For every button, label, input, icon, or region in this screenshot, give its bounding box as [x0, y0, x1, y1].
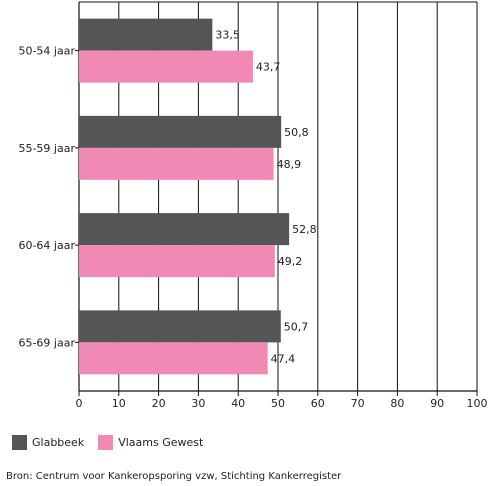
legend-swatch-glabbeek — [12, 434, 27, 450]
data-label-0-3: 50,7 — [284, 320, 309, 333]
x-tick-label-50: 50 — [271, 397, 285, 410]
bar-1-3 — [79, 342, 268, 375]
data-label-1-1: 48,9 — [277, 158, 302, 171]
x-tick-label-40: 40 — [231, 397, 245, 410]
data-label-0-0: 33,5 — [215, 29, 240, 42]
data-label-1-2: 49,2 — [278, 255, 303, 268]
x-tick-label-20: 20 — [152, 397, 166, 410]
x-tick-label-80: 80 — [390, 397, 404, 410]
data-label-1-0: 43,7 — [256, 61, 281, 74]
legend-item-vlaams-gewest: Vlaams Gewest — [98, 434, 204, 450]
legend-label-glabbeek: Glabbeek — [32, 435, 85, 449]
data-label-0-1: 50,8 — [284, 126, 309, 139]
legend-item-glabbeek: Glabbeek — [12, 434, 85, 450]
bar-0-3 — [79, 310, 281, 343]
data-label-1-3: 47,4 — [271, 352, 296, 365]
bar-1-1 — [79, 147, 274, 180]
x-tick-label-30: 30 — [191, 397, 205, 410]
bar-0-0 — [79, 18, 213, 51]
x-tick-label-100: 100 — [467, 397, 488, 410]
x-tick-label-0: 0 — [76, 397, 83, 410]
data-label-0-2: 52,8 — [292, 223, 317, 236]
y-tick-label-2: 60-64 jaar — [18, 239, 75, 252]
y-tick-label-0: 50-54 jaar — [18, 45, 75, 58]
x-tick-label-90: 90 — [430, 397, 444, 410]
x-tick-label-70: 70 — [351, 397, 365, 410]
x-tick-label-60: 60 — [311, 397, 325, 410]
bar-0-2 — [79, 213, 290, 246]
bar-0-1 — [79, 115, 282, 148]
bar-1-0 — [79, 50, 253, 83]
bar-1-2 — [79, 245, 275, 278]
legend-swatch-vlaams-gewest — [98, 434, 114, 450]
legend: Glabbeek Vlaams Gewest — [12, 432, 217, 452]
legend-label-vlaams-gewest: Vlaams Gewest — [118, 435, 204, 449]
y-tick-label-3: 65-69 jaar — [18, 336, 75, 349]
y-tick-label-1: 55-59 jaar — [18, 142, 75, 155]
x-tick-label-10: 10 — [112, 397, 126, 410]
bar-chart: 0 10 20 30 40 50 60 70 80 90 100 50-54 jaar 33,5 43,7… — [18, 1, 488, 410]
source-note: Bron: Centrum voor Kankeropsporing vzw, … — [6, 471, 342, 482]
